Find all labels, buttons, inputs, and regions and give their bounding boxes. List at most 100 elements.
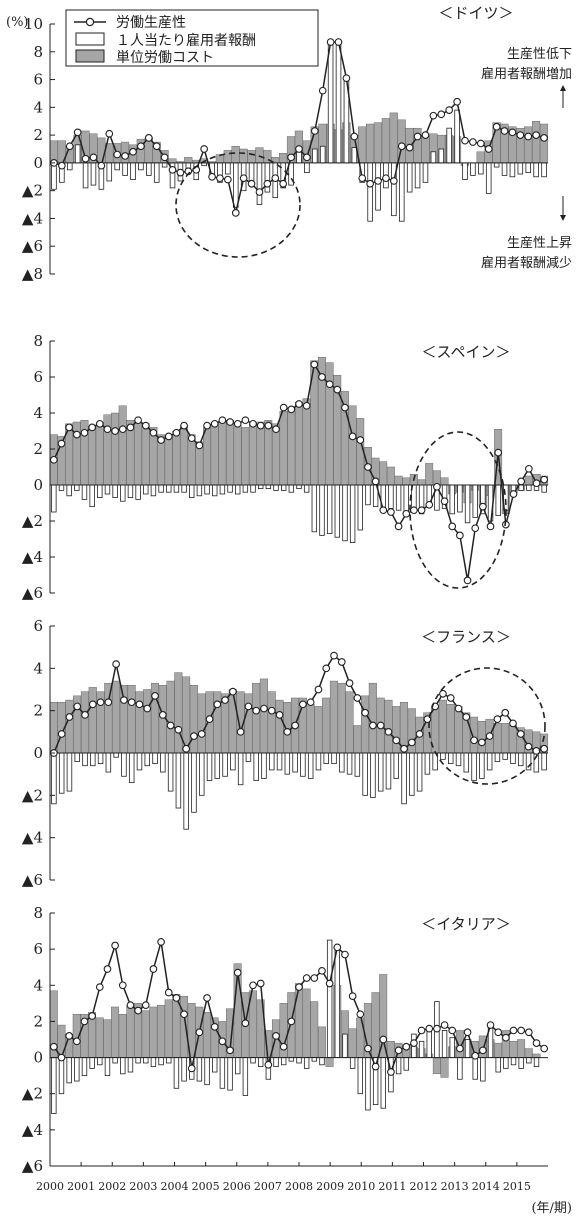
productivity-point xyxy=(322,664,331,673)
productivity-point xyxy=(168,165,177,174)
x-tick-label: 2008 xyxy=(285,1180,313,1193)
productivity-point xyxy=(241,416,250,425)
compensation-bar xyxy=(349,1057,356,1069)
ulc-bar xyxy=(65,699,74,754)
ulc-bar xyxy=(386,1041,395,1058)
productivity-point xyxy=(187,1064,196,1073)
x-tick-label: 2007 xyxy=(254,1180,282,1193)
productivity-point xyxy=(164,988,173,997)
productivity-point xyxy=(471,1051,480,1060)
productivity-point xyxy=(72,430,81,439)
compensation-bar xyxy=(136,752,143,771)
productivity-point xyxy=(390,177,398,185)
ulc-bar xyxy=(322,697,331,754)
x-tick-label: 2014 xyxy=(472,1180,500,1193)
productivity-point xyxy=(433,1024,441,1033)
productivity-point xyxy=(392,736,401,745)
compensation-bar xyxy=(212,484,218,497)
productivity-point xyxy=(440,1021,449,1029)
y-tick-label: 0 xyxy=(33,476,43,494)
ulc-bar xyxy=(256,421,265,486)
productivity-point xyxy=(239,174,248,183)
productivity-point xyxy=(345,679,354,688)
panel-germany: ▲8 ▲6 ▲4 ▲2 0 2 4 6 8 10 ＜ドイツ＞ xyxy=(22,4,549,283)
x-tick-label: 2002 xyxy=(98,1180,126,1193)
ulc-bar xyxy=(118,1014,127,1058)
compensation-bar xyxy=(327,41,334,164)
compensation-bar xyxy=(222,752,228,777)
annotation-lower-line1: 生産性上昇 xyxy=(507,235,572,251)
productivity-point xyxy=(508,128,517,137)
compensation-bar xyxy=(135,1057,141,1064)
compensation-bar xyxy=(365,1057,371,1111)
compensation-bar xyxy=(307,752,314,779)
ulc-bar xyxy=(189,685,198,754)
compensation-bar xyxy=(66,484,72,497)
ulc-bar xyxy=(384,699,393,754)
compensation-bar xyxy=(480,1057,486,1082)
compensation-bar xyxy=(196,484,203,497)
compensation-bar xyxy=(106,162,113,182)
productivity-point xyxy=(494,448,503,457)
compensation-bar xyxy=(51,484,57,513)
productivity-point xyxy=(279,1042,288,1051)
productivity-point xyxy=(493,715,502,723)
productivity-point xyxy=(410,1039,418,1047)
compensation-bar xyxy=(74,1057,80,1082)
ulc-bar xyxy=(368,682,377,754)
ulc-bar xyxy=(180,425,188,486)
ulc-bar xyxy=(88,427,97,486)
compensation-bar xyxy=(362,752,368,796)
y-tick-label: ▲8 xyxy=(22,265,43,283)
compensation-bar xyxy=(214,752,221,779)
compensation-bar xyxy=(51,162,57,190)
ulc-bar xyxy=(493,723,502,754)
y-tick-label: 6 xyxy=(33,71,43,89)
compensation-bar xyxy=(342,1033,348,1058)
compensation-bar xyxy=(66,752,73,792)
productivity-point xyxy=(353,694,362,702)
compensation-bar xyxy=(97,484,103,499)
bars-france xyxy=(49,672,549,830)
ulc-bar xyxy=(392,706,401,754)
productivity-point xyxy=(226,1046,234,1055)
annotation-upper-line2: 雇用者報酬増加 xyxy=(481,66,572,82)
compensation-bar xyxy=(541,484,547,493)
compensation-bar xyxy=(479,752,485,779)
productivity-point xyxy=(532,131,540,139)
productivity-point xyxy=(197,730,206,738)
compensation-bar xyxy=(127,484,134,499)
productivity-point xyxy=(65,713,74,721)
productivity-point xyxy=(366,179,374,188)
productivity-point xyxy=(484,145,493,153)
productivity-point xyxy=(387,508,395,516)
highlight-circle-france xyxy=(428,667,546,785)
productivity-point xyxy=(226,418,234,426)
compensation-bar xyxy=(261,752,267,779)
productivity-point xyxy=(182,744,191,753)
compensation-bar xyxy=(288,1057,295,1062)
ulc-bar xyxy=(345,691,354,754)
compensation-bar xyxy=(120,1057,126,1075)
compensation-bar xyxy=(90,162,97,186)
compensation-bar xyxy=(232,162,239,208)
productivity-point xyxy=(485,732,494,740)
y-tick-label: 6 xyxy=(33,368,43,386)
productivity-point xyxy=(361,708,369,717)
productivity-point xyxy=(275,711,284,719)
ulc-bar xyxy=(259,678,268,754)
productivity-point xyxy=(325,380,334,389)
ulc-bar xyxy=(417,479,426,486)
compensation-bar xyxy=(183,752,189,830)
y-tick-label: 6 xyxy=(33,940,43,958)
productivity-point xyxy=(80,428,89,437)
compensation-bar xyxy=(478,162,484,175)
compensation-bar xyxy=(377,752,384,792)
compensation-bar xyxy=(319,1057,325,1066)
productivity-point xyxy=(81,711,89,719)
productivity-point xyxy=(471,524,480,533)
x-tick-label: 2005 xyxy=(192,1180,220,1193)
productivity-point xyxy=(210,419,219,428)
productivity-point xyxy=(397,142,406,151)
compensation-bar xyxy=(288,484,295,493)
